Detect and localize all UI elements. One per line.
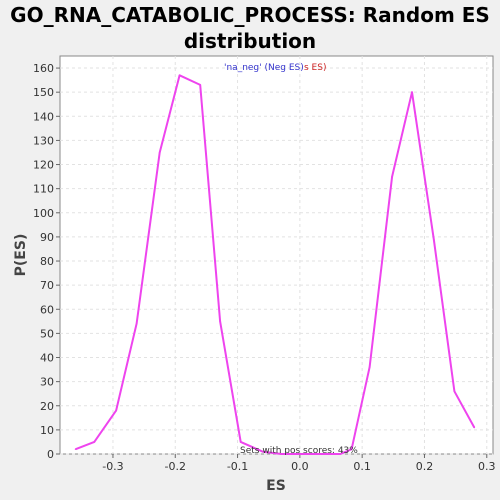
data-point — [280, 453, 282, 455]
y-tick-label: 150 — [33, 86, 54, 99]
chart-title-line-2: distribution — [183, 29, 317, 53]
y-tick-label: 140 — [33, 110, 54, 123]
data-point — [199, 84, 201, 86]
legend-pos-label: s ES) — [304, 63, 326, 73]
x-axis-label: ES — [266, 478, 286, 494]
x-tick-label: -0.1 — [227, 460, 248, 473]
plot-area — [59, 55, 494, 455]
pos-scores-annotation: Sets with pos scores: 43% — [240, 446, 358, 456]
data-point — [261, 450, 264, 453]
y-axis-ticks: 0 10 20 30 40 50 60 70 80 90 100 110 120 130 140 150 160 — [33, 62, 60, 461]
data-point — [74, 448, 77, 450]
x-tick-label: -0.3 — [102, 460, 123, 473]
y-tick-label: 130 — [33, 134, 54, 147]
x-tick-label: 0.0 — [291, 460, 309, 473]
data-point — [93, 441, 96, 443]
y-tick-label: 70 — [40, 279, 54, 292]
x-tick-label: 0.2 — [416, 460, 434, 473]
y-tick-label: 100 — [33, 207, 54, 220]
data-point — [368, 366, 371, 368]
series-group — [74, 74, 476, 455]
y-tick-label: 80 — [40, 255, 54, 268]
data-point — [433, 238, 435, 241]
data-point — [453, 390, 456, 393]
y-tick-label: 20 — [40, 400, 54, 413]
data-point — [317, 453, 320, 455]
y-tick-label: 30 — [40, 376, 54, 389]
legend: 'na_neg' (Neg ES) s ES) — [224, 63, 326, 73]
data-point — [411, 91, 413, 93]
data-point — [178, 74, 181, 77]
data-point — [219, 320, 221, 323]
y-tick-label: 110 — [33, 183, 54, 196]
y-tick-label: 90 — [40, 231, 54, 244]
y-tick-label: 60 — [40, 303, 54, 316]
chart-title: GO_RNA_CATABOLIC_PROCESS: Random ES dist… — [0, 2, 500, 54]
y-tick-label: 40 — [40, 352, 54, 365]
y-axis-label: P(ES) — [13, 234, 29, 277]
y-tick-label: 50 — [40, 327, 54, 340]
data-point — [350, 448, 353, 450]
y-tick-label: 160 — [33, 62, 54, 75]
y-tick-label: 0 — [47, 448, 54, 461]
data-point — [339, 453, 342, 455]
data-point — [158, 151, 161, 154]
y-tick-label: 10 — [40, 424, 54, 437]
data-point — [391, 175, 393, 178]
data-point — [115, 409, 117, 412]
x-tick-label: 0.3 — [478, 460, 496, 473]
data-point — [239, 441, 242, 443]
legend-neg-label: 'na_neg' (Neg ES) — [224, 63, 304, 73]
x-tick-label: -0.2 — [165, 460, 186, 473]
x-tick-label: 0.1 — [353, 460, 371, 473]
y-tick-label: 120 — [33, 159, 54, 172]
data-point — [135, 322, 138, 325]
data-point — [299, 453, 301, 455]
chart-title-line-1: GO_RNA_CATABOLIC_PROCESS: Random ES — [10, 3, 490, 27]
x-axis-ticks: -0.3 -0.2 -0.1 0.0 0.1 0.2 0.3 — [102, 454, 496, 473]
grid-lines — [60, 56, 493, 455]
data-point — [473, 426, 476, 429]
